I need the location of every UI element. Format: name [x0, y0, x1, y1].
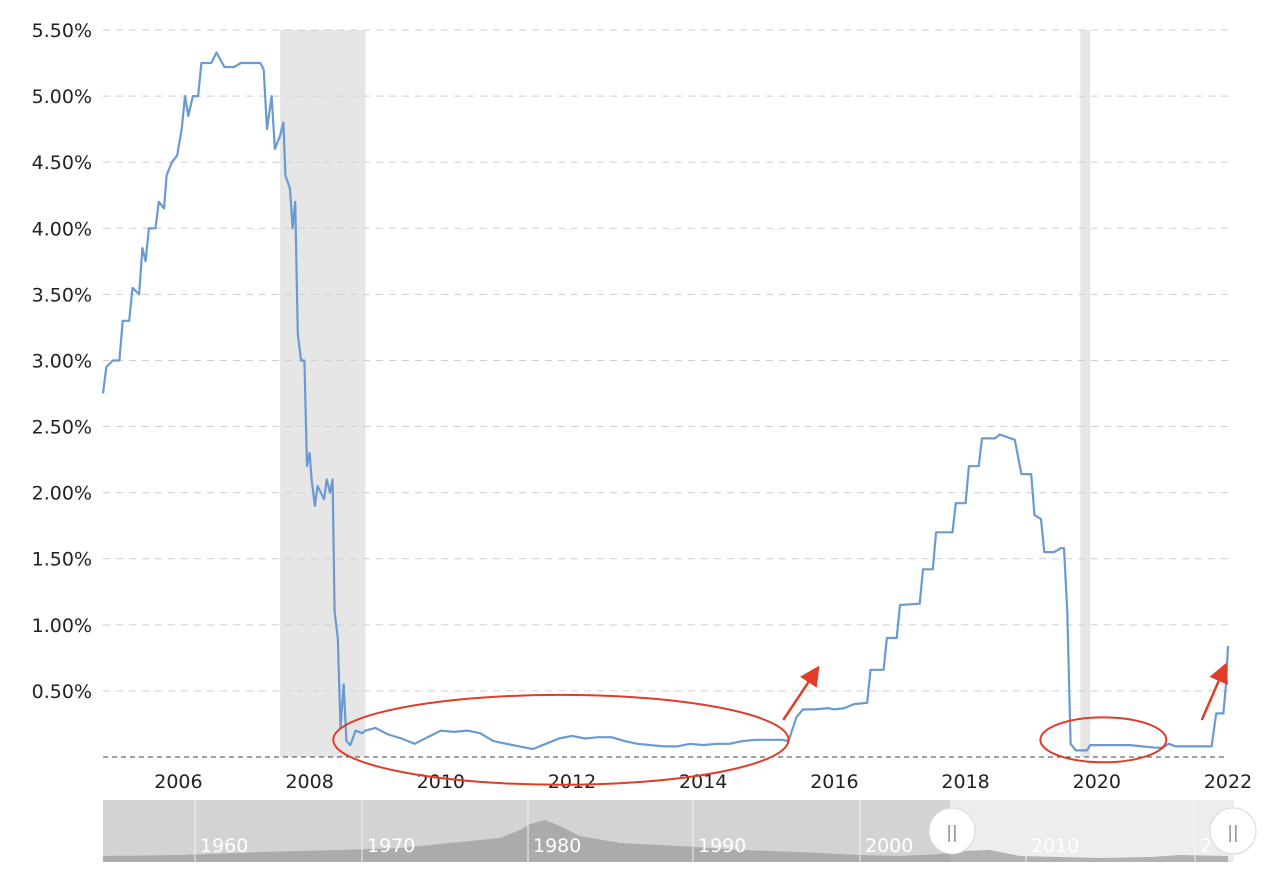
navigator-handle-left[interactable]: [928, 807, 976, 855]
navigator-label: 2010: [1031, 835, 1079, 857]
series-line-0: [101, 51, 1230, 752]
y-tick-label: 3.00%: [32, 350, 92, 372]
y-tick-label: 5.00%: [32, 86, 92, 108]
trend-arrow-2: [782, 665, 820, 721]
x-tick-label: 2016: [810, 771, 858, 793]
x-tick-label: 2006: [154, 771, 202, 793]
x-tick-label: 2018: [941, 771, 989, 793]
recession-bands: [280, 30, 1091, 757]
x-tick-label: 2020: [1073, 771, 1121, 793]
range-navigator[interactable]: 1960 1970 1980 1990 2000 2010 2 || ||: [103, 800, 1257, 862]
navigator-label: 1990: [698, 835, 746, 857]
highlight-ellipse-1: [1039, 716, 1168, 764]
recession-band-1: [1080, 30, 1091, 757]
grid-lines: [103, 29, 1228, 758]
x-tick-label: 2010: [417, 771, 465, 793]
navigator-label: 1970: [367, 835, 415, 857]
recession-band-0: [280, 30, 366, 757]
navigator-label: 1960: [200, 835, 248, 857]
y-tick-label: 5.50%: [32, 20, 92, 42]
highlight-ellipse-0: [332, 693, 790, 786]
navigator-area: [103, 820, 1228, 862]
y-tick-label: 4.00%: [32, 218, 92, 240]
navigator-handle-right[interactable]: [1209, 807, 1257, 855]
y-tick-label: 0.50%: [32, 681, 92, 703]
x-axis-labels: 2006 2008 2010 2012 2014 2016 2018 2020 2022: [154, 771, 1252, 793]
y-tick-label: 2.00%: [32, 483, 92, 505]
series-lines: [101, 51, 1230, 752]
y-tick-label: 2.50%: [32, 417, 92, 439]
navigator-label: 2: [1200, 835, 1212, 857]
y-axis-labels: 0.50% 1.00% 1.50% 2.00% 2.50% 3.00% 3.50% 4.00%…: [32, 20, 92, 703]
navigator-label: 1980: [533, 835, 581, 857]
x-tick-label: 2022: [1204, 771, 1252, 793]
y-tick-label: 4.50%: [32, 152, 92, 174]
navigator-handle-grip: ||: [946, 823, 957, 843]
x-tick-label: 2008: [285, 771, 333, 793]
x-tick-label: 2012: [548, 771, 596, 793]
y-tick-label: 1.00%: [32, 615, 92, 637]
y-tick-label: 3.50%: [32, 284, 92, 306]
trend-arrow-3: [1200, 662, 1228, 721]
navigator-label: 2000: [865, 835, 913, 857]
y-tick-label: 1.50%: [32, 549, 92, 571]
annotations: [332, 662, 1228, 786]
navigator-handle-grip: ||: [1227, 823, 1238, 843]
